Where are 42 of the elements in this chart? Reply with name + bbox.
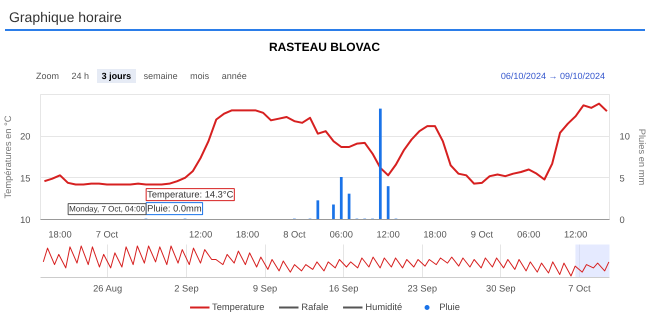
y2-tick-label: 0 bbox=[620, 215, 625, 225]
x-tick-label: 18:00 bbox=[236, 230, 260, 240]
text: semaine bbox=[142, 70, 179, 83]
y-tick-label: 10 bbox=[20, 215, 31, 225]
x-tick-label: 7 Oct bbox=[96, 230, 118, 240]
annotation: Pluie: 0.0mm bbox=[147, 204, 202, 214]
y2-tick-label: 5 bbox=[620, 173, 625, 184]
legend-label: Pluie bbox=[439, 302, 460, 312]
legend-label: Rafale bbox=[301, 302, 328, 312]
text: Zoom bbox=[35, 70, 60, 83]
x-tick-label: 12:00 bbox=[188, 230, 212, 240]
annotation: Temperature: 14.3°C bbox=[147, 190, 234, 200]
x-tick-label: 16 Sep bbox=[328, 284, 358, 294]
annotation: Monday, 7 Oct, 04:00 bbox=[69, 204, 146, 214]
x-tick-label: 12:00 bbox=[376, 230, 400, 240]
x-tick-label: 06:00 bbox=[517, 230, 540, 240]
chart-title: RASTEAU BLOVAC bbox=[268, 39, 382, 56]
y2-tick-label: 10 bbox=[620, 132, 630, 142]
legend-label: Temperature bbox=[212, 302, 264, 312]
y2-axis-title: Pluies en mm bbox=[636, 128, 647, 186]
text: 06/10/2024 → 09/10/2024 bbox=[500, 70, 605, 83]
text: mois bbox=[189, 70, 210, 83]
text: Graphique horaire bbox=[5, 5, 645, 31]
x-tick-label: 30 Sep bbox=[486, 284, 516, 294]
text: 24 h bbox=[70, 70, 90, 83]
legend-label: Humidité bbox=[365, 302, 402, 312]
text: année bbox=[220, 70, 248, 83]
x-tick-label: 8 Oct bbox=[283, 230, 306, 240]
text: 3 jours bbox=[96, 69, 136, 83]
x-tick-label: 23 Sep bbox=[407, 284, 438, 294]
x-tick-label: 9 Oct bbox=[470, 230, 494, 240]
y-axis-title: Températures en °C bbox=[3, 115, 14, 199]
x-tick-label: 7 Oct bbox=[568, 284, 591, 294]
x-tick-label: 26 Aug bbox=[93, 284, 122, 294]
x-tick-label: 9 Sep bbox=[252, 284, 278, 294]
x-tick-label: 18:00 bbox=[423, 230, 447, 240]
x-tick-label: 06:00 bbox=[330, 230, 353, 240]
y-tick-label: 15 bbox=[20, 173, 31, 184]
x-tick-label: 2 Sep bbox=[174, 284, 199, 294]
x-tick-label: 18:00 bbox=[48, 230, 72, 240]
y-tick-label: 20 bbox=[20, 132, 31, 142]
x-tick-label: 12:00 bbox=[564, 230, 588, 240]
